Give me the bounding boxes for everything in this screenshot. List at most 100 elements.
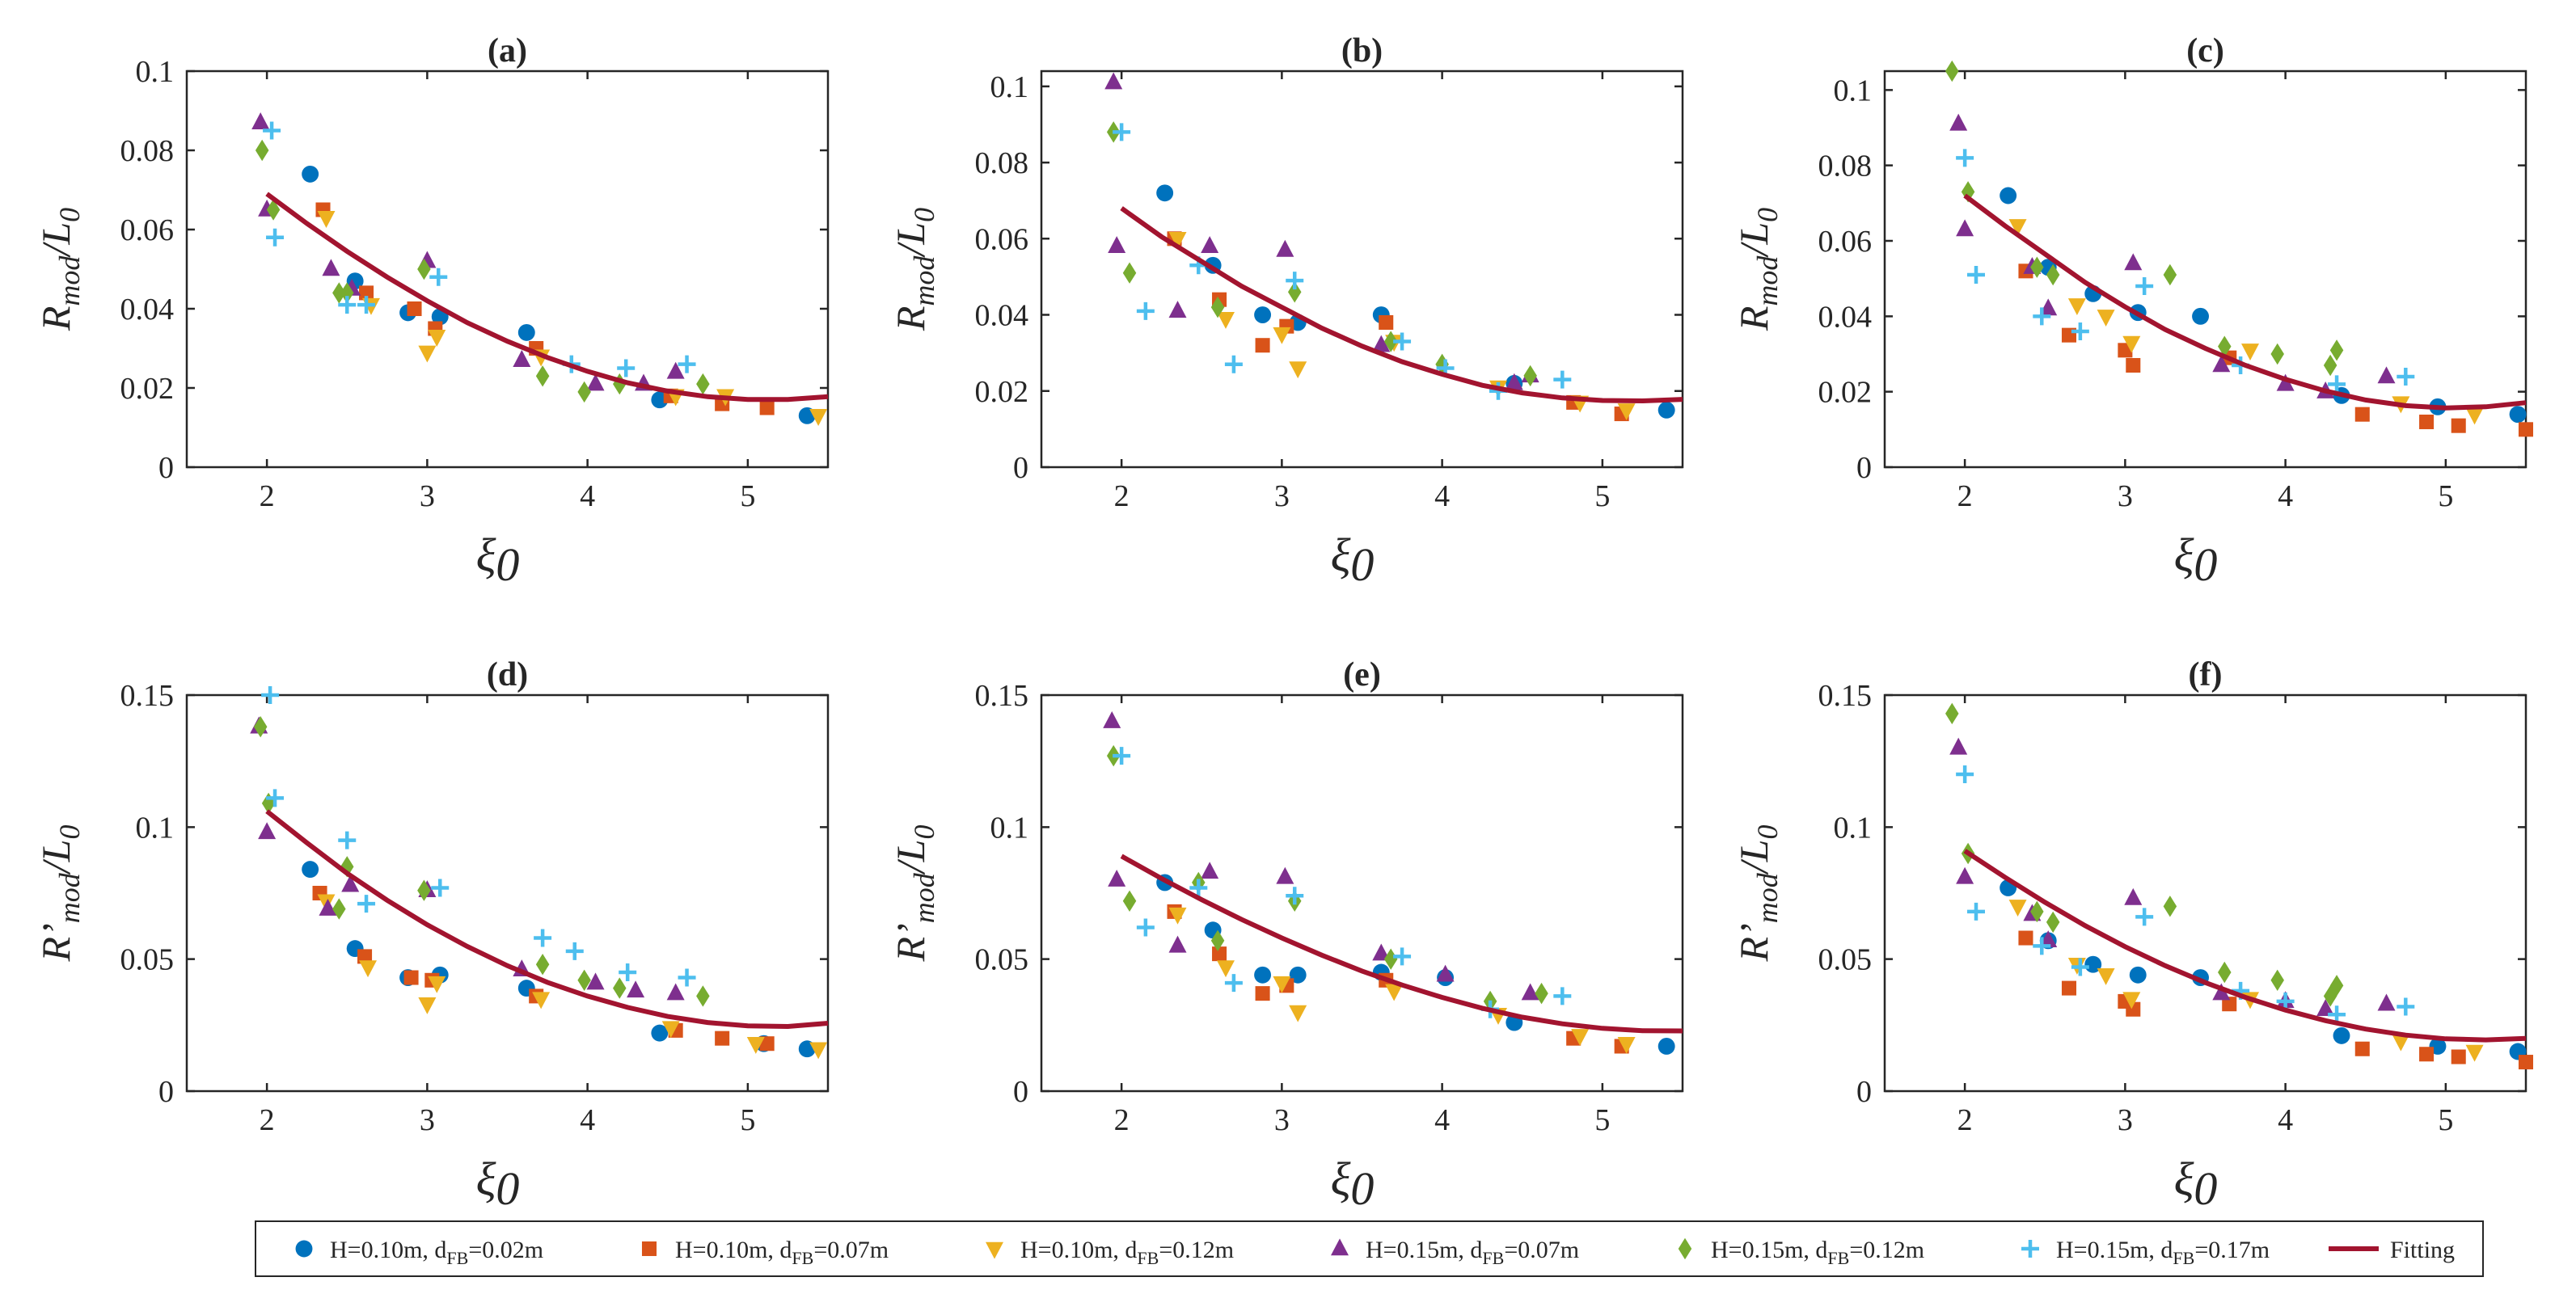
series-s6	[1113, 747, 1572, 1018]
data-point	[1255, 986, 1270, 1001]
x-tick-label: 2	[260, 479, 275, 513]
data-point	[2135, 908, 2154, 926]
y-tick-label: 0.1	[1834, 74, 1873, 107]
data-point	[2039, 298, 2058, 316]
data-point	[1956, 219, 1974, 237]
series-s3	[1168, 232, 1636, 420]
x-tick-label: 4	[580, 479, 595, 513]
data-point	[2354, 407, 2370, 422]
data-point	[1553, 987, 1572, 1005]
y-tick-label: 0.1	[136, 811, 175, 845]
data-point	[1553, 370, 1572, 389]
y-axis-label: R’mod/L0	[33, 825, 86, 963]
data-point	[359, 285, 374, 301]
y-axis-label: Rmod/L0	[1731, 208, 1784, 331]
panel-c: 2 3 4 5 0 0.02 0.04 0.06 0.08 0.1 (c) ξ0 Rmod/L0	[1731, 32, 2534, 591]
data-point	[341, 875, 360, 892]
data-point	[403, 970, 419, 985]
x-axis-label: ξ0	[476, 1153, 520, 1215]
data-point	[2039, 930, 2058, 948]
data-point	[696, 985, 710, 1007]
panel-e: 2 3 4 5 0 0.05 0.1 0.15 (e) ξ0 R’mod/L0	[888, 656, 1684, 1215]
data-point	[2354, 1041, 2370, 1056]
data-point	[2518, 422, 2534, 437]
y-tick-label: 0.05	[120, 943, 175, 977]
data-point	[2046, 263, 2060, 286]
data-point	[2222, 997, 2237, 1012]
data-point	[2276, 992, 2295, 1010]
y-tick-label: 0.02	[120, 372, 175, 406]
data-point	[565, 942, 584, 960]
data-point	[517, 323, 535, 341]
data-point	[1286, 887, 1304, 905]
y-axis-label: Rmod/L0	[33, 208, 86, 331]
data-point	[1945, 702, 1959, 725]
legend-label: H=0.10m, dFB=0.02m	[330, 1237, 543, 1268]
data-point	[2218, 335, 2232, 357]
data-point	[2509, 406, 2527, 424]
data-point	[2212, 355, 2231, 373]
data-point	[1956, 866, 1974, 884]
data-point	[2451, 418, 2466, 433]
data-point	[431, 879, 450, 897]
data-point	[2218, 961, 2232, 984]
legend-box	[255, 1220, 2484, 1277]
x-axis-label: ξ0	[476, 529, 520, 591]
data-point	[359, 960, 378, 978]
legend-entry-s1: H=0.10m, dFB=0.02m	[295, 1237, 543, 1268]
data-point	[2465, 1044, 2484, 1062]
y-tick-label: 0	[1856, 1075, 1872, 1109]
fitting-curve	[1963, 193, 2527, 411]
x-tick-label: 5	[1594, 479, 1610, 513]
data-point	[1201, 236, 1219, 253]
data-point	[1521, 983, 1539, 1001]
data-point	[2465, 407, 2484, 425]
y-tick-label: 0.08	[1818, 150, 1873, 183]
data-point	[2033, 937, 2051, 955]
data-point	[2329, 339, 2344, 361]
data-point	[809, 409, 828, 426]
y-tick-label: 0.15	[120, 679, 175, 713]
data-point	[2033, 307, 2051, 326]
data-point	[586, 972, 605, 990]
y-tick-label: 0.04	[1818, 300, 1873, 334]
data-point	[1103, 711, 1121, 728]
panel-b: 2 3 4 5 0 0.02 0.04 0.06 0.08 0.1 (b) ξ0 Rmod/L0	[888, 32, 1684, 591]
y-tick-label: 0.08	[975, 146, 1029, 180]
data-point	[759, 400, 775, 415]
data-point	[2377, 366, 2396, 384]
data-point	[357, 895, 376, 913]
panel-a: 2 3 4 5 0 0.02 0.04 0.06 0.08 0.1 (a) ξ0 Rmod/L0	[33, 32, 830, 591]
data-point	[535, 954, 550, 976]
axes-box	[1040, 693, 1684, 1093]
x-tick-label: 3	[1274, 479, 1290, 513]
data-point	[534, 929, 552, 947]
data-point	[263, 121, 281, 140]
series-s5	[255, 139, 710, 403]
axes-box	[1883, 70, 2527, 469]
series-s4	[1949, 113, 2396, 398]
data-point	[1189, 879, 1208, 897]
data-point	[1383, 331, 1398, 352]
series-s2	[2018, 930, 2534, 1070]
data-point	[1967, 902, 1985, 921]
data-point	[1289, 1005, 1307, 1022]
data-point	[418, 345, 437, 363]
data-point	[2241, 344, 2260, 360]
legend-label: H=0.10m, dFB=0.12m	[1020, 1237, 1234, 1268]
data-point	[2061, 980, 2077, 996]
data-point	[1372, 335, 1391, 352]
data-point	[613, 977, 627, 999]
x-axis-label: ξ0	[1331, 529, 1375, 591]
series-s5	[1106, 121, 1537, 387]
data-point	[1254, 306, 1272, 323]
series-s4	[251, 112, 685, 391]
data-point	[2316, 999, 2335, 1016]
data-point	[1224, 974, 1243, 993]
data-point	[1617, 1036, 1636, 1054]
y-tick-label: 0.1	[1834, 811, 1873, 845]
series-s6	[261, 686, 696, 987]
data-point	[357, 296, 376, 314]
series-s1	[302, 861, 816, 1058]
